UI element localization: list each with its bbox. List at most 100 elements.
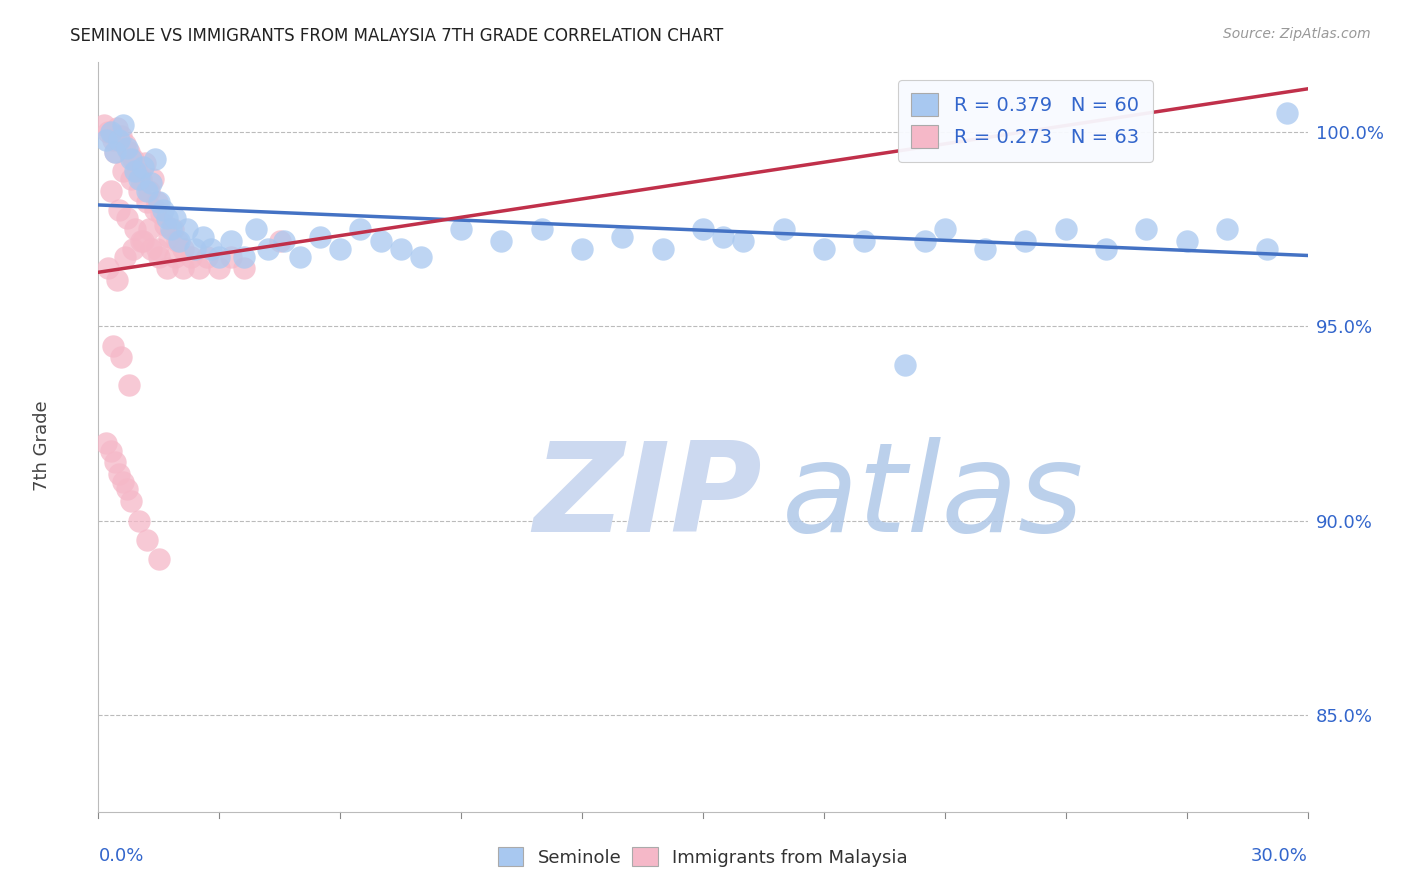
Point (733, 234, 755, 248)
Point (692, 222, 714, 236)
Point (111, 475, 134, 489)
Point (121, 242, 143, 256)
Point (120, 172, 142, 186)
Point (107, 202, 129, 217)
Point (111, 164, 134, 178)
Point (135, 195, 157, 210)
Point (153, 219, 176, 233)
Point (114, 136, 136, 151)
Point (148, 195, 170, 210)
Point (124, 222, 146, 236)
Point (180, 250, 202, 264)
Text: SEMINOLE VS IMMIGRANTS FROM MALAYSIA 7TH GRADE CORRELATION CHART: SEMINOLE VS IMMIGRANTS FROM MALAYSIA 7TH… (70, 27, 724, 45)
Point (128, 184, 150, 198)
Point (100, 184, 122, 198)
Point (132, 161, 155, 175)
Point (813, 242, 835, 256)
Point (139, 242, 162, 256)
Point (115, 141, 138, 155)
Point (148, 552, 170, 566)
Point (100, 125, 122, 139)
Point (160, 222, 183, 236)
Point (1256, 242, 1278, 256)
Point (221, 234, 243, 248)
Point (221, 250, 243, 264)
Text: Source: ZipAtlas.com: Source: ZipAtlas.com (1223, 27, 1371, 41)
Point (107, 133, 129, 147)
Point (100, 443, 122, 458)
Point (138, 184, 160, 198)
Point (118, 145, 141, 159)
Point (132, 234, 155, 248)
Point (96, 436, 118, 450)
Point (273, 234, 295, 248)
Text: atlas: atlas (782, 436, 1084, 558)
Point (125, 164, 148, 178)
Point (349, 222, 371, 236)
Point (97, 261, 120, 276)
Point (571, 242, 593, 256)
Point (120, 153, 142, 167)
Point (135, 533, 157, 547)
Point (163, 211, 186, 225)
Point (530, 222, 553, 236)
Point (172, 242, 194, 256)
Point (245, 222, 267, 236)
Point (156, 211, 179, 225)
Point (111, 118, 134, 132)
Point (146, 242, 169, 256)
Point (232, 261, 254, 276)
Point (103, 145, 125, 159)
Point (288, 250, 311, 264)
Point (389, 242, 412, 256)
Point (152, 202, 174, 217)
Point (156, 261, 179, 276)
Point (232, 250, 254, 264)
Point (96, 133, 118, 147)
Point (195, 250, 218, 264)
Point (200, 242, 222, 256)
Point (110, 351, 132, 365)
Point (138, 222, 160, 236)
Point (146, 195, 169, 210)
Point (135, 184, 157, 198)
Point (934, 222, 956, 236)
Point (188, 261, 211, 276)
Point (157, 230, 180, 244)
Point (129, 172, 152, 186)
Point (124, 164, 146, 178)
Point (893, 358, 915, 372)
Point (450, 222, 472, 236)
Point (269, 234, 291, 248)
Point (193, 230, 215, 244)
Point (711, 230, 734, 244)
Point (105, 273, 128, 287)
Point (148, 250, 170, 264)
Point (129, 234, 152, 248)
Point (329, 242, 352, 256)
Point (115, 211, 138, 225)
Point (491, 234, 513, 248)
Point (162, 222, 184, 236)
Legend: Seminole, Immigrants from Malaysia: Seminole, Immigrants from Malaysia (491, 840, 915, 874)
Point (612, 230, 634, 244)
Point (101, 133, 124, 147)
Point (118, 377, 141, 392)
Point (166, 234, 188, 248)
Point (103, 455, 125, 469)
Point (107, 467, 129, 481)
Point (128, 172, 150, 186)
Point (167, 234, 190, 248)
Point (853, 234, 876, 248)
Point (134, 156, 156, 170)
Point (309, 230, 332, 244)
Point (1216, 222, 1239, 236)
Point (115, 483, 138, 497)
Point (139, 176, 162, 190)
Point (914, 234, 936, 248)
Point (176, 222, 198, 236)
Point (1095, 242, 1118, 256)
Text: ZIP: ZIP (534, 436, 762, 558)
Point (143, 153, 166, 167)
Legend: R = 0.379   N = 60, R = 0.273   N = 63: R = 0.379 N = 60, R = 0.273 N = 63 (897, 79, 1153, 161)
